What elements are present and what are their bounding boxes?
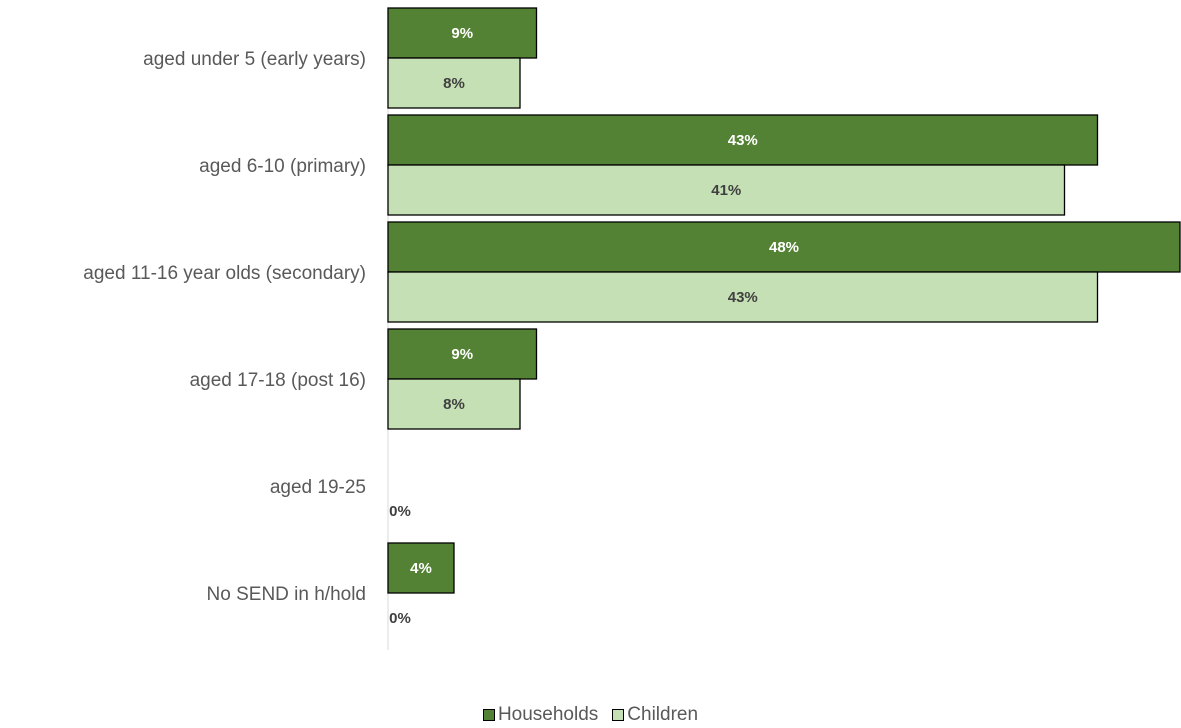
households-value-label-1: 43% xyxy=(728,132,758,149)
children-bar-3 xyxy=(387,378,521,430)
children-bar-0 xyxy=(387,57,521,109)
legend-item-households: Households xyxy=(482,704,599,726)
households-bar-2 xyxy=(387,221,1181,273)
legend-swatch-households xyxy=(482,709,495,721)
legend-item-children: Children xyxy=(612,704,698,726)
children-value-label-4: 0% xyxy=(389,503,411,520)
category-label-aged-under-5-early-years: aged under 5 (early years) xyxy=(143,49,366,70)
households-value-label-5: 4% xyxy=(410,560,432,577)
category-label-no-send-in-h-hold: No SEND in h/hold xyxy=(207,584,366,605)
children-value-label-0: 8% xyxy=(443,75,465,92)
households-bar-3 xyxy=(387,328,538,380)
category-label-aged-6-10-primary: aged 6-10 (primary) xyxy=(199,156,366,177)
children-bar-1 xyxy=(387,164,1066,216)
legend-swatch-children xyxy=(612,709,625,721)
households-value-label-0: 9% xyxy=(451,25,473,42)
children-value-label-1: 41% xyxy=(711,182,741,199)
children-value-label-3: 8% xyxy=(443,396,465,413)
category-label-aged-19-25: aged 19-25 xyxy=(270,477,366,498)
legend-label-households: Households xyxy=(497,704,599,725)
category-label-aged-17-18-post-16: aged 17-18 (post 16) xyxy=(190,370,366,391)
households-bar-5 xyxy=(387,542,455,594)
children-bar-2 xyxy=(387,271,1099,323)
category-label-aged-11-16-year-olds-secondary: aged 11-16 year olds (secondary) xyxy=(83,263,366,284)
households-value-label-2: 48% xyxy=(769,239,799,256)
children-value-label-2: 43% xyxy=(728,289,758,306)
children-value-label-5: 0% xyxy=(389,610,411,627)
legend: Households Children xyxy=(0,704,1181,726)
households-value-label-3: 9% xyxy=(451,346,473,363)
legend-label-children: Children xyxy=(627,704,699,725)
